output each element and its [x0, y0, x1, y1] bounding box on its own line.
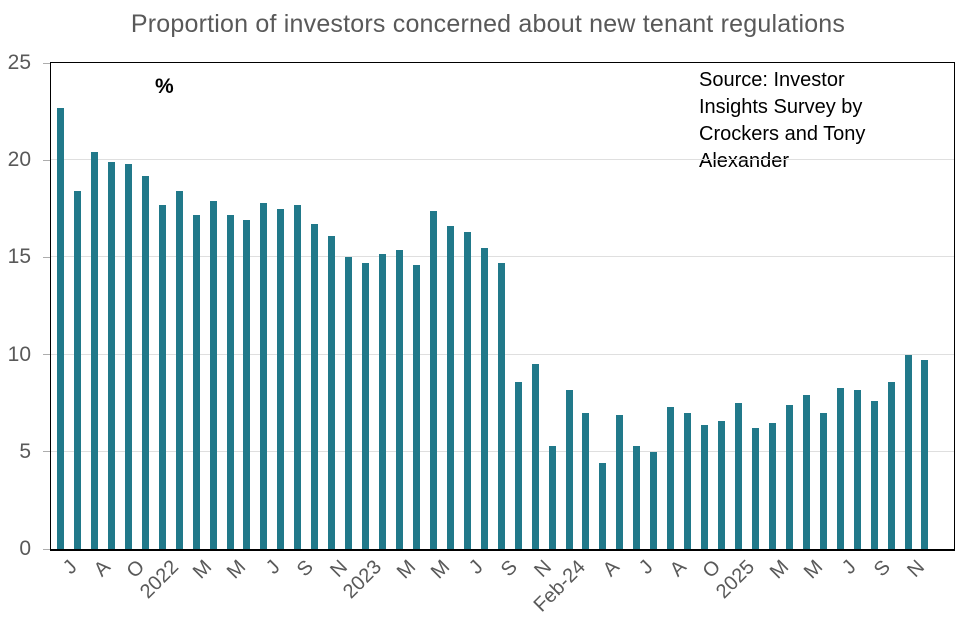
x-tick-label: 2025	[712, 556, 760, 604]
bar	[429, 210, 437, 549]
bar	[735, 403, 742, 549]
bar	[701, 424, 709, 549]
bar	[294, 204, 302, 549]
bar	[633, 445, 641, 549]
bar	[446, 226, 454, 549]
bar	[57, 107, 64, 549]
plot-area: % Source: Investor Insights Survey by Cr…	[43, 62, 955, 551]
chart-title: Proportion of investors concerned about …	[130, 10, 846, 38]
bar	[107, 162, 115, 549]
x-tick-label: A	[89, 556, 115, 581]
gridline	[51, 159, 954, 161]
source-line: Alexander	[699, 150, 790, 172]
bar	[684, 412, 692, 549]
bar	[141, 175, 149, 549]
bar	[870, 401, 878, 549]
x-tick-label: A	[598, 556, 624, 581]
bar	[768, 422, 776, 549]
y-tick-mark	[43, 62, 50, 64]
bar	[311, 224, 319, 549]
bar	[548, 445, 556, 549]
bar	[802, 395, 810, 549]
bar	[158, 204, 166, 549]
y-tick-label: 20	[7, 148, 31, 172]
bar	[785, 405, 793, 549]
x-tick-label: M	[223, 556, 251, 584]
y-tick-mark	[43, 256, 50, 258]
bar	[328, 236, 336, 549]
bar	[921, 360, 929, 549]
bar	[226, 214, 234, 549]
bar	[599, 463, 607, 549]
bar	[243, 220, 251, 549]
y-tick-label: 5	[19, 439, 31, 463]
x-tick-label: M	[765, 556, 793, 584]
bar	[345, 257, 353, 549]
y-tick-mark	[43, 451, 50, 453]
bar	[412, 265, 420, 549]
bar	[514, 381, 522, 549]
x-tick-label: A	[666, 556, 692, 581]
x-tick-label: S	[496, 556, 522, 581]
bar	[887, 381, 895, 549]
bar	[751, 428, 759, 549]
bar	[463, 232, 471, 549]
gridline	[51, 256, 954, 258]
x-tick-label: N	[902, 556, 929, 582]
bar	[209, 201, 217, 549]
y-axis-unit-label: %	[155, 75, 174, 98]
x-tick-label: 2023	[339, 556, 387, 604]
source-line: Crockers and Tony	[699, 123, 866, 145]
source-annotation: Source: Investor Insights Survey by Croc…	[699, 67, 865, 175]
bar	[836, 387, 844, 549]
x-tick-label: J	[634, 556, 658, 579]
bar	[362, 263, 370, 549]
bar	[565, 389, 573, 549]
bar	[90, 152, 98, 549]
bar	[277, 208, 285, 549]
x-tick-label: M	[392, 556, 421, 584]
bar	[819, 412, 827, 549]
bar	[904, 354, 912, 549]
y-tick-mark	[43, 548, 50, 550]
x-tick-label: M	[799, 556, 827, 584]
y-tick-label: 0	[19, 537, 31, 560]
x-tick-label: S	[869, 556, 895, 581]
bar	[582, 412, 590, 549]
y-tick-mark	[43, 354, 50, 356]
bar	[396, 249, 403, 549]
y-tick-label: 25	[7, 51, 31, 74]
bar	[718, 420, 726, 549]
source-line: Insights Survey by	[699, 96, 863, 118]
bar	[531, 364, 539, 549]
bar	[480, 247, 488, 549]
source-line: Source: Investor	[699, 69, 845, 91]
x-tick-label: S	[293, 556, 319, 581]
bar	[667, 407, 675, 549]
y-tick-mark	[43, 159, 50, 161]
x-tick-label: 2022	[135, 556, 183, 604]
bar	[124, 164, 132, 549]
bar	[379, 253, 387, 549]
bar	[192, 214, 200, 549]
bar	[260, 202, 268, 549]
bar	[73, 191, 81, 549]
x-tick-label: M	[189, 556, 217, 584]
y-tick-label: 10	[7, 342, 31, 366]
bar	[650, 451, 658, 549]
bar	[497, 263, 505, 549]
x-tick-label: M	[426, 556, 454, 584]
y-tick-label: 15	[7, 245, 31, 269]
x-tick-label: J	[838, 556, 861, 579]
bar	[175, 191, 183, 549]
x-tick-label: J	[261, 556, 285, 579]
bar	[853, 389, 861, 549]
x-tick-label: J	[58, 556, 82, 579]
x-tick-label: J	[465, 556, 488, 579]
bar	[616, 414, 624, 549]
